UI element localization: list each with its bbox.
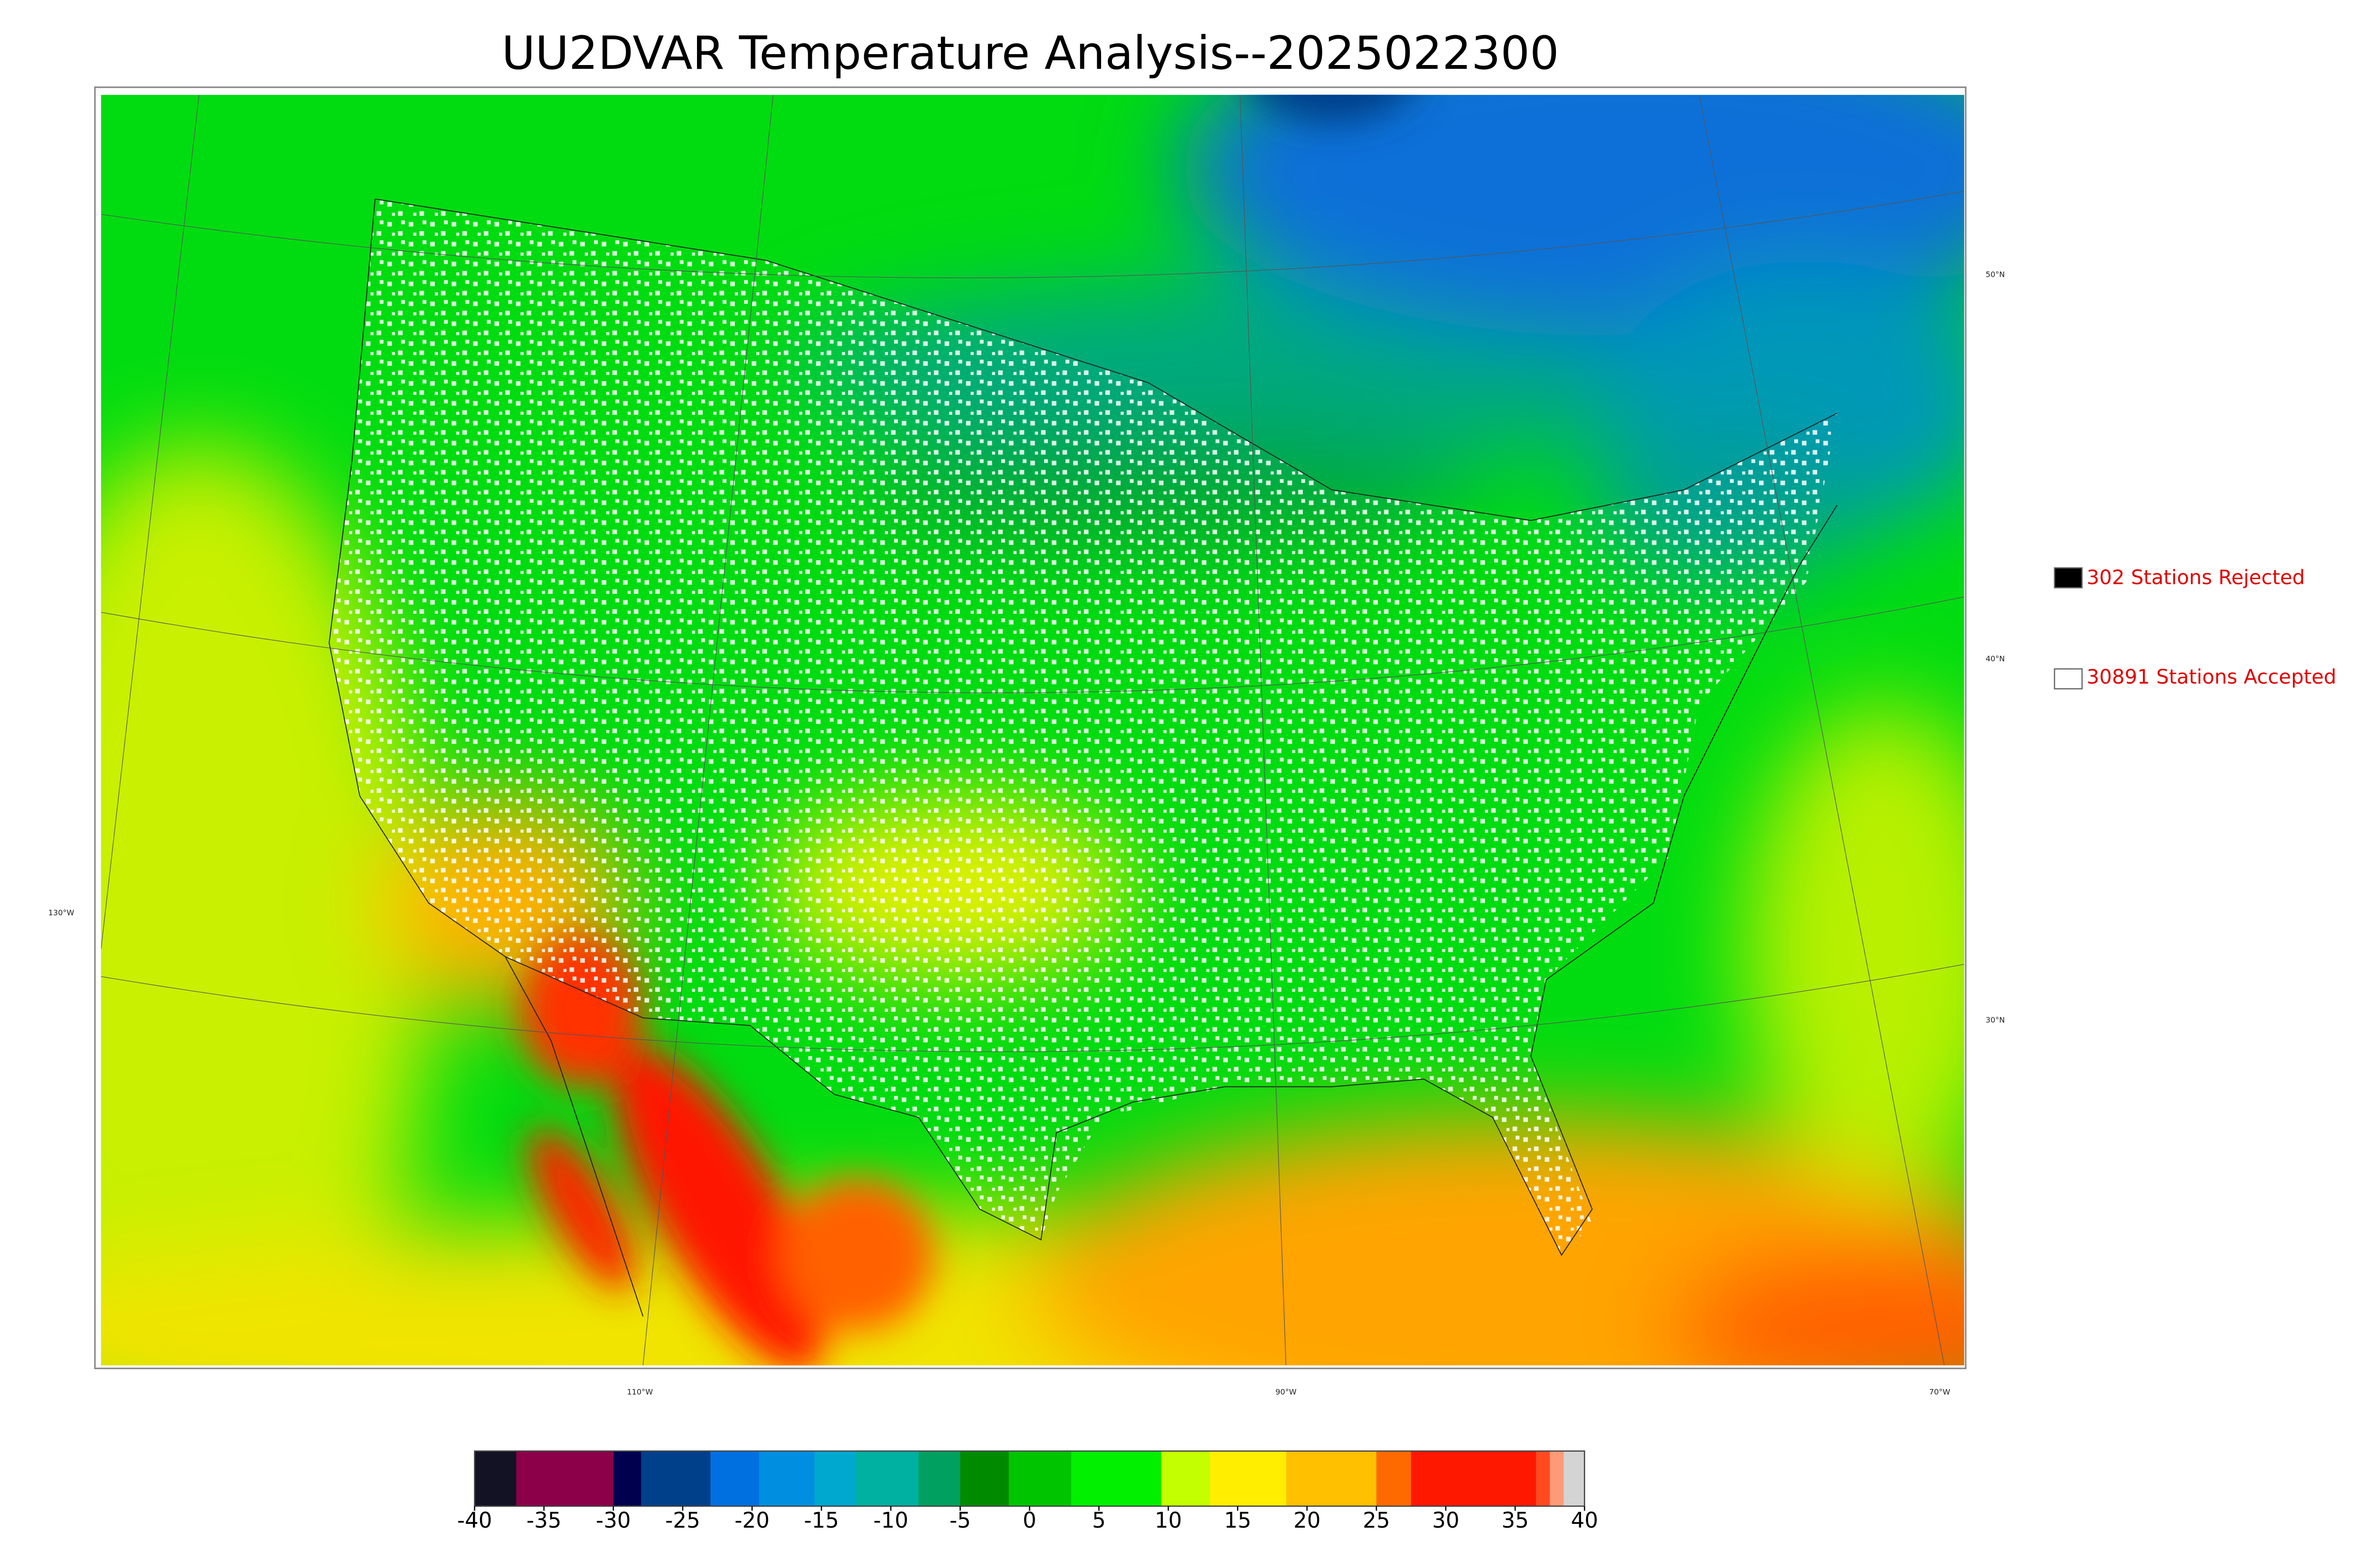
colorbar-bin	[641, 1451, 711, 1506]
colorbar-tick-label: -25	[665, 1508, 700, 1533]
colorbar-tick-label: 10	[1155, 1508, 1182, 1533]
colorbar-tick-label: 25	[1363, 1508, 1390, 1533]
colorbar-tick-label: -5	[950, 1508, 971, 1533]
colorbar-bin	[1550, 1451, 1564, 1506]
colorbar-bin	[1411, 1451, 1537, 1506]
longitude-label: 110°W	[627, 1387, 653, 1396]
colorbar-bin	[1161, 1451, 1211, 1506]
colorbar-bin	[759, 1451, 815, 1506]
legend: 302 Stations Rejected 30891 Stations Acc…	[2054, 565, 2336, 690]
colorbar-bin	[1564, 1451, 1585, 1506]
colorbar-bin	[474, 1451, 517, 1506]
colorbar: -40 -35 -30 -25 -20 -15 -10 -5 0 5 10 15 20 25 30 35 40	[457, 1450, 1598, 1533]
colorbar-bin	[856, 1451, 919, 1506]
colorbar-bin	[1071, 1451, 1162, 1506]
title: UU2DVAR Temperature Analysis--2025022300	[501, 26, 1559, 80]
longitude-label: 70°W	[1929, 1387, 1950, 1396]
colorbar-bin	[1286, 1451, 1377, 1506]
colorbar-bin	[814, 1451, 857, 1506]
temperature-field	[101, 94, 1964, 1366]
longitude-label: 130°W	[48, 908, 75, 917]
colorbar-tick-label: 40	[1571, 1508, 1598, 1533]
colorbar-bin	[960, 1451, 1009, 1506]
latitude-label: 40°N	[1986, 654, 2005, 663]
colorbar-tick-label: 20	[1293, 1508, 1320, 1533]
colorbar-bin	[918, 1451, 961, 1506]
legend-swatch	[2054, 668, 2083, 690]
colorbar-tick-label: 15	[1224, 1508, 1251, 1533]
legend-label: 302 Stations Rejected	[2087, 565, 2305, 589]
longitude-label: 90°W	[1275, 1387, 1297, 1396]
legend-swatch	[2054, 567, 2083, 589]
colorbar-bin	[1008, 1451, 1072, 1506]
map-frame	[94, 86, 1967, 1370]
colorbar-bin	[710, 1451, 760, 1506]
colorbar-bin	[1536, 1451, 1551, 1506]
colorbar-tick-label: -40	[457, 1508, 492, 1533]
colorbar-tick-label: 35	[1501, 1508, 1528, 1533]
colorbar-tick-label: 0	[1023, 1508, 1036, 1533]
colorbar-tick-label: -35	[527, 1508, 562, 1533]
colorbar-bin	[613, 1451, 642, 1506]
colorbar-bin	[1376, 1451, 1412, 1506]
colorbar-tick-label: 5	[1092, 1508, 1106, 1533]
colorbar-tick-label: -10	[873, 1508, 908, 1533]
legend-label: 30891 Stations Accepted	[2087, 665, 2336, 688]
latitude-label: 30°N	[1986, 1015, 2005, 1024]
colorbar-tick-label: 30	[1432, 1508, 1459, 1533]
graticule-labels: 130°W 110°W 90°W 70°W 50°N 40°N 30°N	[48, 270, 2005, 1397]
colorbar-bin	[516, 1451, 614, 1506]
latitude-label: 50°N	[1986, 270, 2005, 279]
colorbar-tick-label: -15	[804, 1508, 839, 1533]
colorbar-tick-label: -20	[735, 1508, 770, 1533]
colorbar-tick-label: -30	[596, 1508, 631, 1533]
colorbar-bin	[1210, 1451, 1287, 1506]
